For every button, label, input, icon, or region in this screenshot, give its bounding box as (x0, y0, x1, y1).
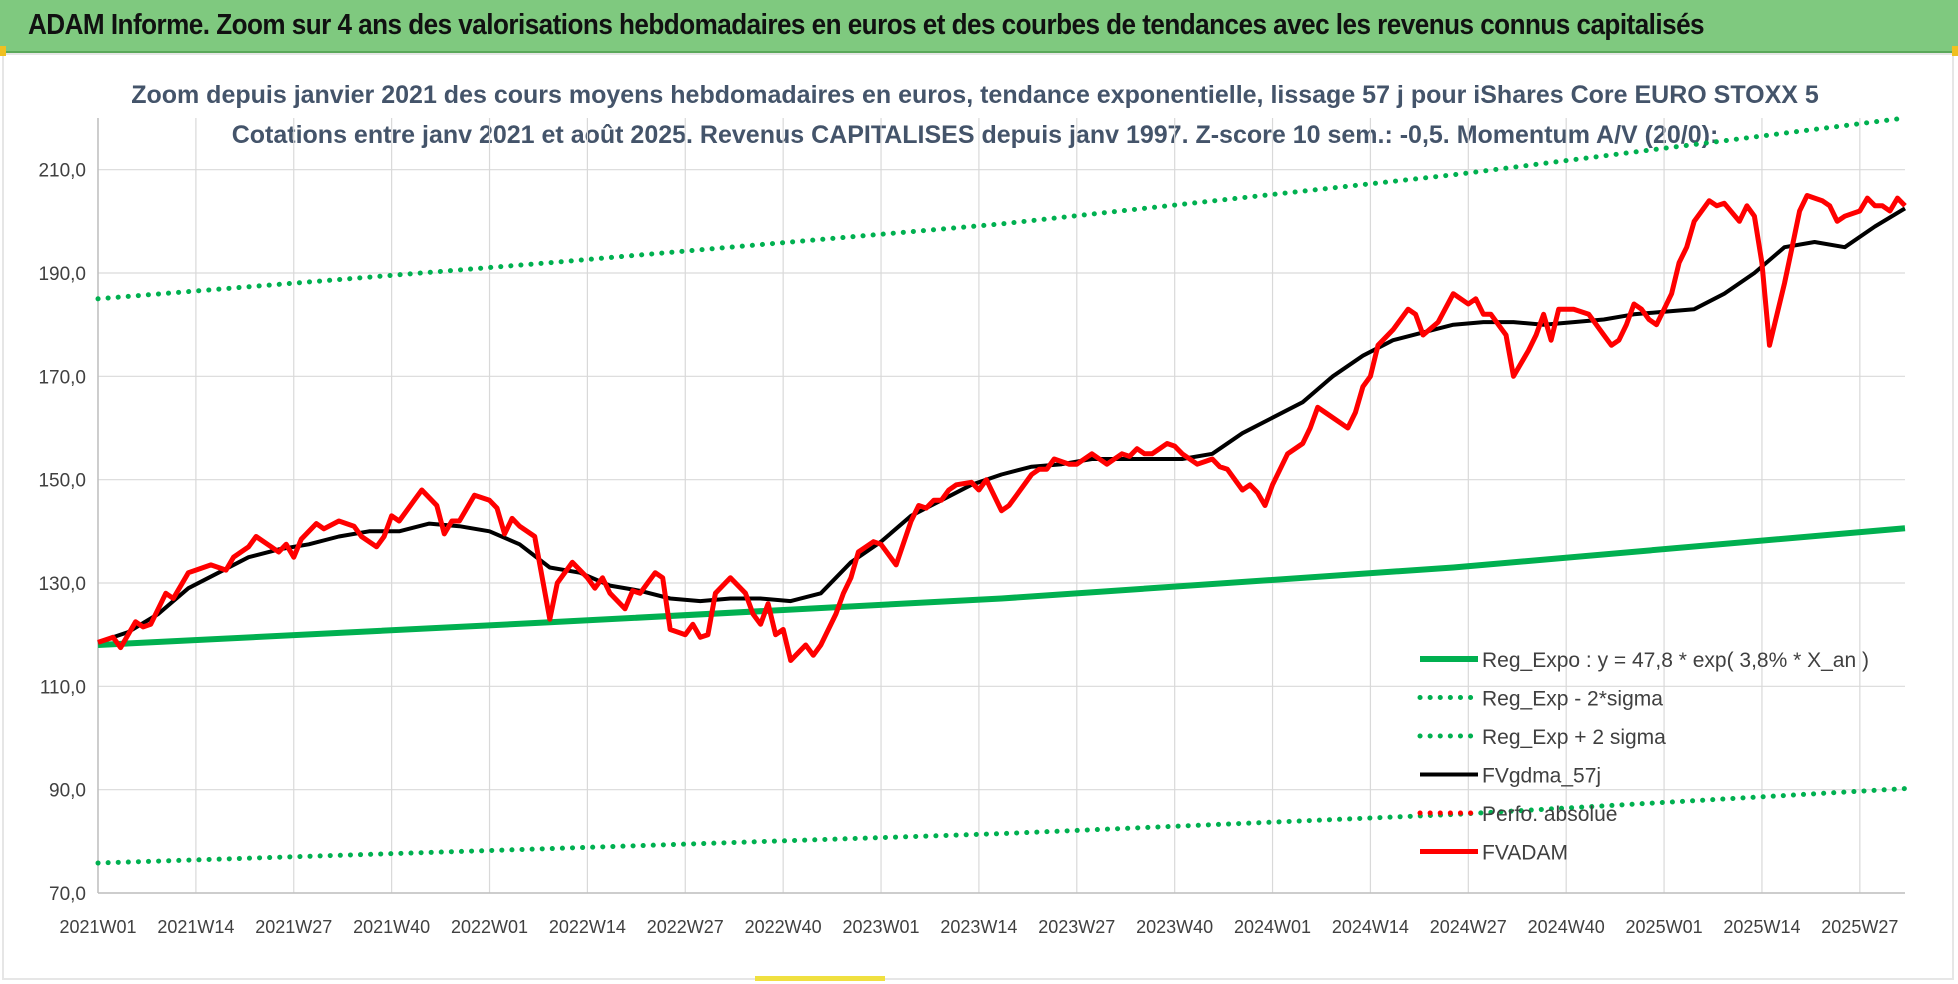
chart-frame (2, 53, 1954, 980)
y-tick-label: 150,0 (38, 471, 86, 492)
y-tick-label: 190,0 (38, 264, 86, 285)
series-fvgdma-57j (97, 206, 1907, 645)
x-axis-ticks: 2021W01 2021W14 2021W27 2021W40 2022W01 2022W… (59, 917, 1898, 937)
series-reg-expo-y-47-8-exp-3-8-x-an (97, 525, 1906, 648)
x-tick-label: 2024W27 (1430, 917, 1507, 937)
y-tick-label: 90,0 (49, 781, 86, 802)
legend-label: Perfo. absolue (1482, 803, 1617, 826)
y-axis-ticks: 70,0 90,0 110,0 130,0 150,0 170,0 190,0 210,0 (38, 161, 86, 905)
frame-accent-bottom (755, 976, 885, 981)
chart-title-line2: Cotations entre janv 2021 et août 2025. … (232, 121, 1719, 149)
x-tick-label: 2022W14 (549, 917, 626, 937)
series-reg-exp-2-sigma (95, 115, 1908, 302)
title-banner: ADAM Informe. Zoom sur 4 ans des valoris… (0, 0, 1958, 53)
page-title: ADAM Informe. Zoom sur 4 ans des valoris… (28, 9, 1705, 41)
legend-label: Reg_Exp + 2 sigma (1482, 726, 1666, 749)
frame-accent-left (0, 46, 6, 56)
x-tick-label: 2025W01 (1626, 917, 1703, 937)
legend-label: FVADAM (1482, 842, 1568, 865)
grid (97, 118, 1905, 894)
x-tick-label: 2024W01 (1234, 917, 1311, 937)
legend-label: Reg_Exp - 2*sigma (1482, 688, 1663, 711)
y-tick-label: 130,0 (38, 574, 86, 595)
y-tick-label: 70,0 (49, 884, 86, 905)
x-tick-label: 2021W01 (59, 917, 136, 937)
x-tick-label: 2022W40 (745, 917, 822, 937)
legend-label: FVgdma_57j (1482, 765, 1601, 788)
x-tick-label: 2023W27 (1038, 917, 1115, 937)
frame-accent-right (1952, 46, 1958, 56)
y-tick-label: 170,0 (38, 367, 86, 388)
x-tick-label: 2024W14 (1332, 917, 1409, 937)
x-tick-label: 2023W14 (940, 917, 1017, 937)
legend-label: Reg_Expo : y = 47,8 * exp( 3,8% * X_an ) (1482, 649, 1869, 672)
x-tick-label: 2023W40 (1136, 917, 1213, 937)
x-tick-label: 2023W01 (843, 917, 920, 937)
chart-title-line1: Zoom depuis janvier 2021 des cours moyen… (131, 81, 1819, 109)
y-tick-label: 210,0 (38, 161, 86, 182)
x-tick-label: 2025W27 (1821, 917, 1898, 937)
x-tick-label: 2021W40 (353, 917, 430, 937)
x-tick-label: 2021W14 (157, 917, 234, 937)
series-reg-exp-2-sigma (95, 786, 1908, 866)
x-tick-label: 2024W40 (1528, 917, 1605, 937)
x-tick-label: 2022W01 (451, 917, 528, 937)
legend: Reg_Expo : y = 47,8 * exp( 3,8% * X_an )… (1417, 649, 1869, 865)
x-tick-label: 2022W27 (647, 917, 724, 937)
series-layer (95, 115, 1908, 866)
x-tick-label: 2025W14 (1723, 917, 1800, 937)
x-tick-label: 2021W27 (255, 917, 332, 937)
series-fvadam (97, 193, 1907, 663)
y-tick-label: 110,0 (40, 677, 86, 698)
